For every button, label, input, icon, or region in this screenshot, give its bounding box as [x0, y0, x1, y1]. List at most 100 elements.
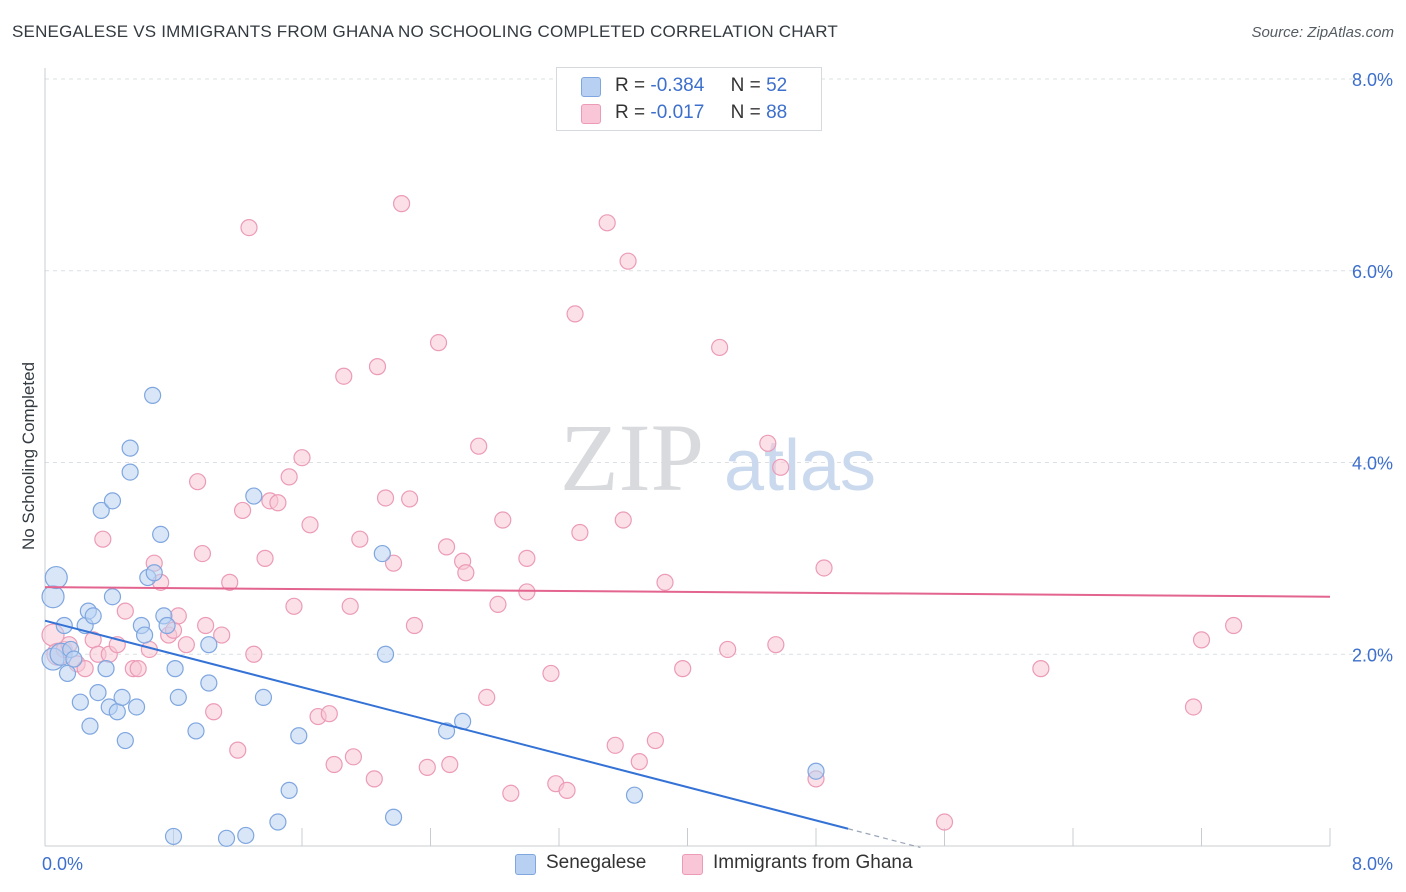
- senegalese-swatch: [581, 77, 601, 97]
- ghana-point: [197, 616, 215, 635]
- ghana-point: [518, 583, 536, 601]
- ghana-point: [269, 494, 287, 512]
- ghana-swatch: [581, 104, 601, 124]
- ghana-point: [418, 758, 436, 776]
- senegalese-point: [269, 813, 287, 831]
- senegalese-point: [97, 660, 115, 678]
- ghana-point: [429, 334, 448, 352]
- senegalese-point: [164, 827, 183, 846]
- senegalese-point: [121, 463, 139, 481]
- ghana-point: [240, 219, 258, 237]
- ghana-point: [478, 688, 496, 706]
- senegalese-point: [41, 585, 65, 609]
- r-label: R =: [615, 102, 646, 123]
- r-value: -0.017: [650, 102, 705, 123]
- senegalese-point: [121, 439, 139, 457]
- tick-labels: 2.0% 4.0% 6.0% 8.0% 0.0% 8.0%: [42, 70, 1393, 874]
- ghana-point: [470, 437, 488, 455]
- ghana-point: [256, 549, 274, 567]
- ghana-point: [614, 511, 632, 529]
- ghana-point: [335, 367, 353, 385]
- ghana-point: [280, 468, 298, 486]
- ghana-point: [193, 544, 212, 563]
- n-value: 88: [766, 102, 788, 123]
- senegalese-point: [187, 722, 205, 740]
- ghana-point: [285, 597, 303, 615]
- r-value: -0.384: [650, 75, 705, 96]
- ghana-point: [711, 338, 729, 357]
- senegalese-point: [217, 829, 236, 847]
- senegalese-point: [103, 492, 122, 510]
- ghana-point: [1032, 660, 1050, 678]
- senegalese-point: [237, 826, 255, 845]
- ghana-point: [188, 473, 207, 491]
- ghana-point: [518, 549, 536, 567]
- ghana-point: [646, 731, 664, 750]
- ghana-point: [935, 813, 954, 831]
- stats-box: R = -0.384 N = 52 R = -0.017 N = 88: [556, 67, 822, 131]
- senegalese-point: [245, 487, 263, 505]
- ghana-point: [205, 703, 223, 721]
- trend-lines: [44, 586, 1331, 849]
- senegalese-point: [200, 636, 218, 654]
- ghana-trend-line: [44, 586, 1331, 598]
- y-tick-label: 8.0%: [1352, 70, 1393, 90]
- ghana-point: [325, 755, 343, 774]
- senegalese-point: [135, 626, 154, 644]
- senegalese-trend-extension: [847, 828, 921, 849]
- y-tick-label: 2.0%: [1352, 645, 1393, 665]
- senegalese-point: [254, 688, 273, 706]
- watermark: ZIP atlas: [560, 404, 876, 511]
- senegalese-point: [145, 564, 163, 582]
- legend-swatch-senegalese: [515, 854, 536, 875]
- senegalese-point: [152, 525, 170, 544]
- senegalese-point: [200, 674, 218, 692]
- ghana-point: [571, 523, 589, 542]
- ghana-point: [630, 753, 648, 771]
- ghana-point: [368, 358, 387, 376]
- senegalese-point: [44, 565, 68, 590]
- senegalese-point: [169, 688, 187, 706]
- senegalese-point: [373, 544, 391, 563]
- senegalese-trend-line: [44, 619, 849, 830]
- ghana-point: [405, 616, 424, 635]
- ghana-point: [177, 636, 195, 654]
- ghana-point: [365, 770, 383, 788]
- senegalese-point: [84, 607, 102, 625]
- series-senegalese-points: [41, 386, 825, 847]
- ghana-point: [437, 538, 456, 556]
- ghana-point: [245, 645, 263, 663]
- x-tick-label: 0.0%: [42, 854, 83, 874]
- ghana-point: [558, 781, 576, 799]
- r-label: R =: [615, 75, 646, 96]
- ghana-point: [401, 490, 419, 508]
- ghana-point: [441, 755, 459, 774]
- ghana-point: [293, 449, 311, 467]
- ghana-point: [233, 501, 252, 520]
- senegalese-point: [437, 722, 456, 740]
- ghana-point: [341, 597, 359, 615]
- ghana-point: [129, 660, 147, 678]
- ghana-point: [1192, 631, 1211, 649]
- ghana-point: [719, 640, 737, 659]
- ghana-point: [351, 530, 369, 548]
- senegalese-point: [103, 588, 122, 606]
- ghana-point: [376, 489, 395, 507]
- senegalese-point: [625, 786, 644, 804]
- legend-label: Senegalese: [546, 852, 647, 873]
- ghana-point: [213, 626, 231, 644]
- ghana-point: [94, 530, 112, 548]
- series-ghana-points: [41, 195, 1243, 831]
- ghana-point: [494, 511, 512, 529]
- ghana-point: [229, 741, 247, 759]
- ghana-point: [759, 434, 777, 452]
- ghana-point: [542, 664, 560, 683]
- ghana-point: [566, 305, 584, 323]
- senegalese-point: [376, 645, 395, 663]
- ghana-point: [767, 636, 785, 654]
- ghana-point: [320, 705, 338, 723]
- senegalese-point: [144, 386, 162, 404]
- ghana-point: [457, 564, 475, 582]
- n-label: N =: [730, 102, 761, 123]
